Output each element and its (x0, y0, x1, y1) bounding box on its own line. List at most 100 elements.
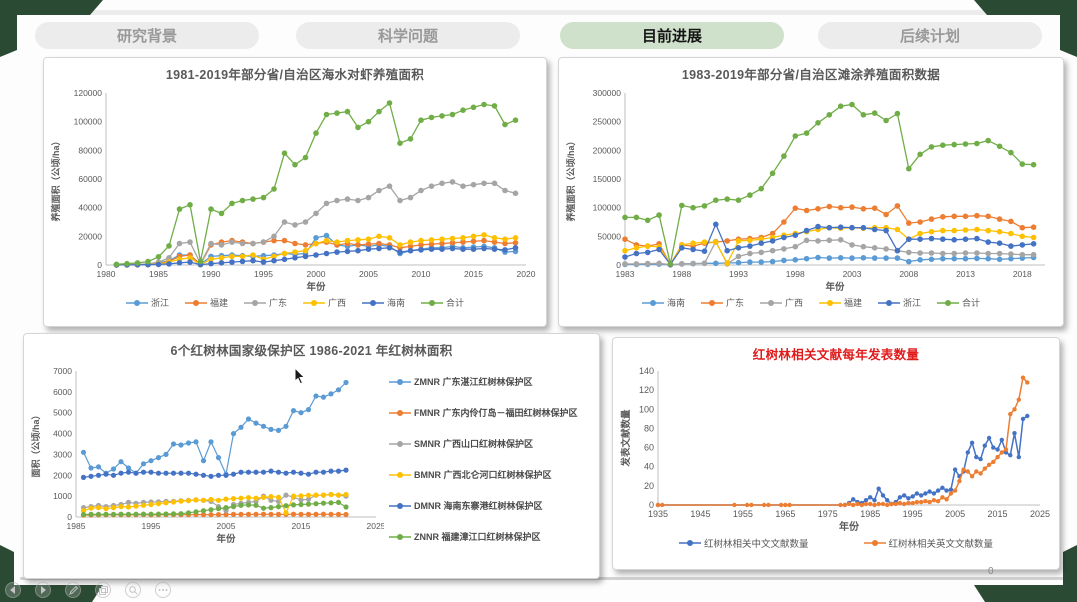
svg-text:2025: 2025 (366, 521, 383, 531)
chart-title-reserves: 6个红树林国家级保护区 1986-2021 年红树林面积 (170, 344, 453, 358)
legend-item: 浙江 (125, 296, 169, 309)
next-slide-button[interactable] (35, 582, 51, 598)
legend-label: 浙江 (150, 298, 169, 308)
chart-card-mudflat-area: 1983-2019年部分省/自治区滩涂养殖面积数据 0 50000 100000 15… (558, 57, 1064, 327)
svg-text:3000: 3000 (53, 449, 72, 459)
svg-text:1965: 1965 (775, 509, 795, 519)
magnifier-icon (128, 585, 138, 595)
legend-label: 合计 (962, 298, 981, 308)
svg-text:200000: 200000 (593, 145, 622, 155)
tab-future-plan[interactable]: 后续计划 (818, 22, 1042, 49)
legend-marker-icon (937, 299, 960, 306)
legend-item: 红树林相关中文文献数量 (678, 536, 809, 550)
svg-text:120: 120 (639, 385, 654, 395)
svg-text:2015: 2015 (464, 269, 483, 279)
legend-item: SMNR 广西山口红树林保护区 (389, 437, 595, 450)
svg-text:2000: 2000 (53, 470, 72, 480)
shrimp-area-plot: 0 20000 40000 60000 80000 100000 120000 1980 198… (50, 88, 536, 293)
legend-marker-icon (759, 299, 782, 306)
svg-text:年份: 年份 (839, 520, 860, 533)
svg-text:60000: 60000 (78, 174, 102, 184)
legend-marker-icon (184, 299, 207, 306)
legend-marker-icon (125, 299, 148, 306)
chart-title-mudflat: 1983-2019年部分省/自治区滩涂养殖面积数据 (681, 68, 941, 82)
svg-text:2005: 2005 (945, 509, 965, 519)
svg-text:2013: 2013 (956, 269, 975, 279)
legend-marker-icon (389, 471, 411, 478)
tab-scientific-questions[interactable]: 科学问题 (296, 22, 520, 49)
svg-text:1993: 1993 (729, 269, 748, 279)
svg-text:2005: 2005 (359, 269, 378, 279)
svg-text:年份: 年份 (216, 533, 236, 545)
svg-text:面积（公顷/ha）: 面积（公顷/ha） (30, 410, 41, 477)
legend-label: 福建 (844, 298, 863, 308)
svg-text:2020: 2020 (517, 269, 536, 279)
legend-item: 海南 (641, 296, 685, 309)
legend-item: 福建 (184, 296, 228, 309)
zoom-button[interactable] (125, 582, 141, 598)
legend-label: 广西 (784, 298, 803, 308)
svg-text:1000: 1000 (53, 491, 72, 501)
svg-text:80000: 80000 (78, 145, 102, 155)
legend-marker-icon (863, 540, 886, 546)
svg-text:250000: 250000 (593, 117, 622, 127)
svg-text:1985: 1985 (149, 269, 168, 279)
legend-label: ZMNR 广东湛江红树林保护区 (414, 377, 533, 387)
legend-item: ZMNR 广东湛江红树林保护区 (389, 375, 595, 388)
svg-text:80: 80 (644, 423, 654, 433)
legend-label: ZNNR 福建漳江口红树林保护区 (414, 532, 541, 542)
prev-slide-button[interactable] (5, 582, 21, 598)
svg-text:100000: 100000 (74, 117, 103, 127)
presenter-toolbar (0, 582, 171, 598)
legend-label: 合计 (446, 298, 465, 308)
tab-research-background[interactable]: 研究背景 (35, 22, 259, 49)
mudflat-area-plot: 0 50000 100000 150000 200000 250000 300000 1983… (565, 88, 1045, 293)
pen-button[interactable] (65, 582, 81, 598)
legend-item: BMNR 广西北仑河口红树林保护区 (389, 468, 595, 481)
legend-label: 浙江 (903, 298, 922, 308)
svg-text:0: 0 (67, 512, 72, 522)
legend-label: 海南 (387, 298, 406, 308)
legend-marker-icon (389, 378, 411, 385)
svg-text:2025: 2025 (1030, 509, 1050, 519)
svg-text:1998: 1998 (786, 269, 805, 279)
svg-text:1980: 1980 (97, 269, 116, 279)
more-button[interactable] (155, 582, 171, 598)
svg-text:2015: 2015 (988, 509, 1008, 519)
svg-text:120000: 120000 (74, 88, 103, 98)
next-arrow-icon (41, 586, 46, 594)
svg-text:2015: 2015 (291, 521, 310, 531)
slides-button[interactable] (95, 582, 111, 598)
svg-text:0: 0 (649, 500, 654, 510)
legend-marker-icon (641, 299, 664, 306)
svg-text:20000: 20000 (78, 231, 102, 241)
chart-card-publications: 红树林相关文献每年发表数量 0 20 40 60 80 100 120 140 1935 1945… (612, 337, 1060, 570)
pen-icon (68, 585, 78, 595)
tab-current-progress[interactable]: 目前进展 (560, 22, 784, 49)
svg-text:1990: 1990 (202, 269, 221, 279)
svg-text:50000: 50000 (597, 231, 621, 241)
publications-plot: 0 20 40 60 80 100 120 140 1935 1945 1955 1965 1975 19… (620, 366, 1050, 533)
legend-item: FMNR 广东内伶仃岛－福田红树林保护区 (389, 406, 595, 419)
legend-marker-icon (243, 299, 266, 306)
mudflat-legend: 海南 广东 广西 福建 浙江 合计 (559, 296, 1063, 309)
reserves-legend: ZMNR 广东湛江红树林保护区 FMNR 广东内伶仃岛－福田红树林保护区 SMNR … (387, 359, 599, 557)
legend-item: 合计 (937, 296, 980, 309)
svg-text:40: 40 (644, 462, 654, 472)
chart-card-mangrove-reserves: 6个红树林国家级保护区 1986-2021 年红树林面积 0 1000 2000 30… (23, 333, 600, 579)
legend-marker-icon (700, 299, 723, 306)
svg-text:1995: 1995 (903, 509, 923, 519)
legend-marker-icon (389, 409, 411, 416)
chart-title-shrimp: 1981-2019年部分省/自治区海水对虾养殖面积 (165, 68, 425, 82)
legend-label: 福建 (209, 298, 228, 308)
svg-text:100000: 100000 (593, 203, 622, 213)
svg-text:1995: 1995 (141, 521, 160, 531)
legend-marker-icon (421, 299, 444, 306)
svg-text:1988: 1988 (672, 269, 691, 279)
legend-item: ZNNR 福建漳江口红树林保护区 (389, 530, 595, 543)
svg-text:2000: 2000 (307, 269, 326, 279)
chart-card-shrimp-area: 1981-2019年部分省/自治区海水对虾养殖面积 0 20000 40000 600… (43, 57, 547, 327)
legend-item: 广东 (700, 296, 744, 309)
legend-label: 广东 (268, 298, 287, 308)
legend-marker-icon (389, 440, 411, 447)
